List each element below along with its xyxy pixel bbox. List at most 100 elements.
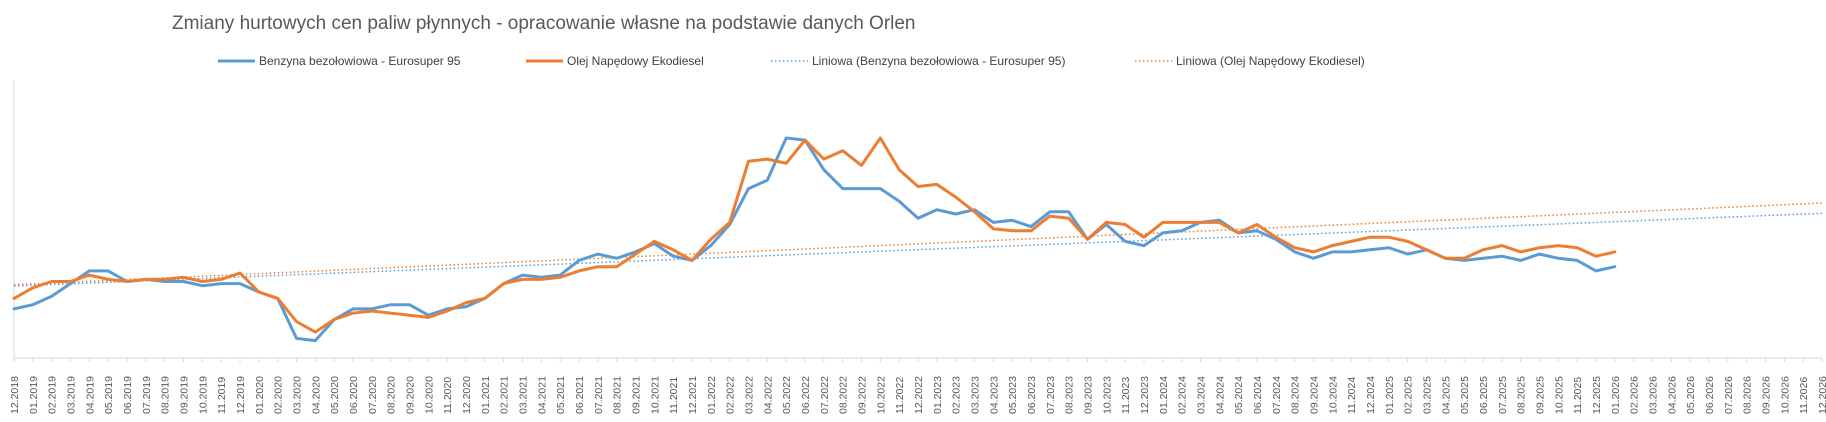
series-line-1 <box>12 136 1617 334</box>
x-tick-label: 03.2024 <box>1196 376 1208 414</box>
x-tick-label: 05.2020 <box>329 376 341 414</box>
x-tick-label: 05.2026 <box>1685 376 1697 414</box>
x-tick-label: 04.2025 <box>1440 376 1452 414</box>
x-tick-label: 11.2026 <box>1798 377 1810 414</box>
x-tick-label: 10.2019 <box>197 376 209 414</box>
x-tick-label: 10.2025 <box>1553 376 1565 414</box>
x-tick-label: 07.2025 <box>1497 376 1509 414</box>
x-axis-tick-labels: 12.2018 01.2019 02.2019 03.2019 04.2019 05.20… <box>9 376 1826 414</box>
x-axis-ticks <box>13 358 1823 362</box>
x-tick-label: 07.2024 <box>1271 376 1283 414</box>
legend-label-diesel: Olej Napędowy Ekodiesel <box>567 54 704 68</box>
series-lines <box>12 136 1617 343</box>
legend-item-benzyna: Benzyna bezołowiowa - Eurosuper 95 <box>218 54 461 68</box>
x-tick-label: 10.2023 <box>1101 376 1113 414</box>
x-tick-label: 07.2020 <box>367 376 379 414</box>
x-tick-label: 01.2024 <box>1158 376 1170 414</box>
legend-label-benzyna: Benzyna bezołowiowa - Eurosuper 95 <box>259 54 461 68</box>
x-tick-label: 08.2022 <box>838 376 850 414</box>
x-tick-label: 08.2024 <box>1290 376 1302 414</box>
legend-item-trend-diesel: Liniowa (Olej Napędowy Ekodiesel) <box>1135 54 1365 68</box>
chart-title: Zmiany hurtowych cen paliw płynnych - op… <box>172 13 916 34</box>
x-tick-label: 01.2019 <box>28 376 40 414</box>
x-tick-label: 06.2019 <box>122 376 134 414</box>
x-tick-label: 02.2024 <box>1177 376 1189 414</box>
x-tick-label: 09.2026 <box>1761 376 1773 414</box>
x-tick-label: 09.2022 <box>857 376 869 414</box>
x-tick-label: 08.2019 <box>160 376 172 414</box>
x-tick-label: 06.2021 <box>574 376 586 414</box>
x-tick-label: 03.2022 <box>744 376 756 414</box>
x-tick-label: 08.2021 <box>612 376 624 414</box>
legend-item-diesel: Olej Napędowy Ekodiesel <box>526 54 704 68</box>
x-tick-label: 07.2021 <box>593 376 605 414</box>
x-tick-label: 11.2019 <box>216 377 228 414</box>
x-tick-label: 05.2024 <box>1233 376 1245 414</box>
x-tick-label: 07.2023 <box>1045 376 1057 414</box>
x-tick-label: 10.2026 <box>1779 376 1791 414</box>
x-tick-label: 10.2020 <box>423 376 435 414</box>
x-tick-label: 05.2019 <box>103 376 115 414</box>
x-tick-label: 10.2021 <box>649 376 661 414</box>
x-tick-label: 08.2023 <box>1064 376 1076 414</box>
x-tick-label: 01.2021 <box>480 376 492 414</box>
legend-label-trend-diesel: Liniowa (Olej Napędowy Ekodiesel) <box>1176 54 1365 68</box>
x-tick-label: 04.2026 <box>1666 376 1678 414</box>
x-tick-label: 12.2022 <box>913 376 925 414</box>
x-tick-label: 01.2020 <box>254 376 266 414</box>
x-tick-label: 06.2026 <box>1704 376 1716 414</box>
x-tick-label: 04.2023 <box>988 376 1000 414</box>
x-tick-label: 04.2020 <box>310 376 322 414</box>
x-tick-label: 02.2025 <box>1403 376 1415 414</box>
x-tick-label: 06.2023 <box>1026 376 1038 414</box>
x-tick-label: 08.2026 <box>1742 376 1754 414</box>
legend-label-trend-benzyna: Liniowa (Benzyna bezołowiowa - Eurosuper… <box>812 54 1065 68</box>
x-tick-label: 06.2020 <box>348 376 360 414</box>
x-tick-label: 03.2025 <box>1422 376 1434 414</box>
x-tick-label: 09.2023 <box>1083 376 1095 414</box>
x-tick-label: 11.2024 <box>1346 377 1358 414</box>
x-tick-label: 12.2023 <box>1139 376 1151 414</box>
x-tick-label: 04.2019 <box>84 376 96 414</box>
x-tick-label: 06.2022 <box>800 376 812 414</box>
x-tick-label: 04.2024 <box>1214 376 1226 414</box>
x-tick-label: 12.2020 <box>461 376 473 414</box>
trendline-0 <box>13 212 1823 287</box>
x-tick-label: 03.2023 <box>970 376 982 414</box>
x-tick-label: 09.2024 <box>1309 376 1321 414</box>
x-tick-label: 01.2023 <box>932 376 944 414</box>
x-tick-label: 12.2019 <box>235 376 247 414</box>
x-tick-label: 09.2021 <box>631 376 643 414</box>
x-tick-label: 12.2026 <box>1817 376 1826 414</box>
x-tick-label: 05.2025 <box>1459 376 1471 414</box>
x-tick-label: 06.2024 <box>1252 376 1264 414</box>
x-tick-label: 05.2023 <box>1007 376 1019 414</box>
x-tick-label: 11.2023 <box>1120 377 1132 414</box>
x-tick-label: 05.2022 <box>781 376 793 414</box>
series-line-0 <box>12 136 1617 343</box>
x-tick-label: 09.2020 <box>405 376 417 414</box>
x-tick-label: 12.2025 <box>1591 376 1603 414</box>
x-tick-label: 09.2025 <box>1535 376 1547 414</box>
trendline-1 <box>13 202 1823 286</box>
x-tick-label: 12.2018 <box>9 376 21 414</box>
x-tick-label: 08.2025 <box>1516 376 1528 414</box>
x-tick-label: 07.2026 <box>1723 376 1735 414</box>
x-tick-label: 09.2019 <box>179 376 191 414</box>
x-tick-label: 02.2019 <box>47 376 59 414</box>
x-tick-label: 03.2019 <box>66 376 78 414</box>
trendlines <box>13 202 1823 287</box>
x-tick-label: 10.2022 <box>875 376 887 414</box>
x-tick-label: 03.2020 <box>292 376 304 414</box>
x-tick-label: 07.2019 <box>141 376 153 414</box>
x-tick-label: 11.2021 <box>668 377 680 414</box>
x-tick-label: 03.2026 <box>1648 376 1660 414</box>
legend: Benzyna bezołowiowa - Eurosuper 95 Olej … <box>218 54 1365 68</box>
x-tick-label: 01.2026 <box>1610 376 1622 414</box>
x-tick-label: 07.2022 <box>819 376 831 414</box>
x-tick-label: 02.2023 <box>951 376 963 414</box>
x-tick-label: 01.2022 <box>706 376 718 414</box>
x-tick-label: 04.2022 <box>762 376 774 414</box>
